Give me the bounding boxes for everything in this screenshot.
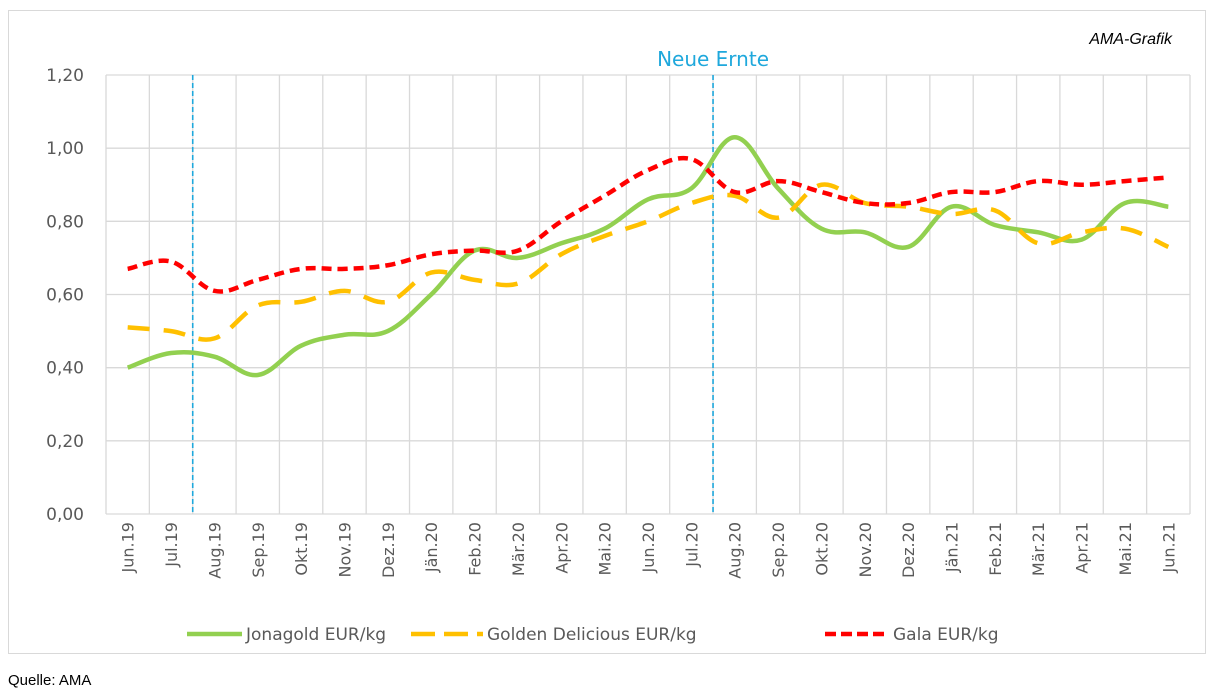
x-tick-label: Jän.21: [943, 522, 962, 573]
source-note: Quelle: AMA: [8, 672, 92, 689]
y-tick-label: 0,00: [46, 505, 84, 525]
x-tick-label: Sep.20: [769, 522, 788, 578]
y-tick-label: 1,20: [46, 66, 84, 86]
x-axis: Jun.19 Jul.19 Aug.19 Sep.19 Okt.19 Nov.19 Dez.…: [119, 522, 1179, 579]
x-tick-label: Nov.20: [856, 522, 875, 577]
y-tick-label: 0,20: [46, 432, 84, 452]
x-tick-label: Dez.20: [899, 522, 918, 578]
series-gala-legend-label: Gala EUR/kg: [893, 625, 999, 645]
series-golden-delicious-legend-label: Golden Delicious EUR/kg: [487, 625, 697, 645]
x-tick-label: Okt.20: [812, 522, 831, 576]
x-tick-label: Feb.20: [466, 522, 485, 576]
y-tick-label: 1,00: [46, 139, 84, 159]
y-tick-label: 0,60: [46, 286, 84, 306]
x-tick-label: Jun.21: [1159, 522, 1178, 573]
x-tick-label: Sep.19: [249, 522, 268, 578]
x-tick-label: Jul.20: [682, 522, 701, 568]
x-tick-label: Feb.21: [986, 522, 1005, 576]
x-tick-label: Jun.20: [639, 522, 658, 573]
y-tick-label: 0,80: [46, 212, 84, 232]
x-tick-label: Mär.21: [1029, 522, 1048, 576]
series-jonagold-legend-label: Jonagold EUR/kg: [245, 625, 386, 645]
x-tick-label: Jun.19: [119, 522, 138, 573]
series-gala-line: [127, 155, 1169, 294]
x-tick-label: Mär.20: [509, 522, 528, 576]
series-golden-delicious-line: [127, 182, 1170, 342]
annotation-lines: Neue Ernte: [191, 47, 769, 514]
annotation-label: Neue Ernte: [657, 47, 769, 71]
x-tick-label: Nov.19: [335, 522, 354, 577]
x-tick-label: Mai.21: [1116, 522, 1135, 576]
y-axis: 0,00 0,20 0,40 0,60 0,80 1,00 1,20: [46, 66, 84, 525]
x-tick-label: Apr.20: [552, 522, 571, 574]
series-jonagold-line: [126, 134, 1169, 378]
grid: [105, 74, 1191, 515]
x-tick-label: Jän.20: [422, 522, 441, 573]
x-tick-label: Jul.19: [162, 522, 181, 568]
legend: Jonagold EUR/kg Golden Delicious EUR/kg Ga…: [187, 625, 999, 645]
x-tick-label: Aug.20: [726, 522, 745, 579]
series: [126, 134, 1170, 378]
x-tick-label: Apr.21: [1073, 522, 1092, 574]
x-tick-label: Dez.19: [379, 522, 398, 578]
x-tick-label: Aug.19: [205, 522, 224, 579]
y-tick-label: 0,40: [46, 359, 84, 379]
x-tick-label: Mai.20: [596, 522, 615, 576]
credit-label: AMA-Grafik: [1088, 31, 1173, 48]
chart-frame: [8, 10, 1206, 654]
x-tick-label: Okt.19: [292, 522, 311, 576]
